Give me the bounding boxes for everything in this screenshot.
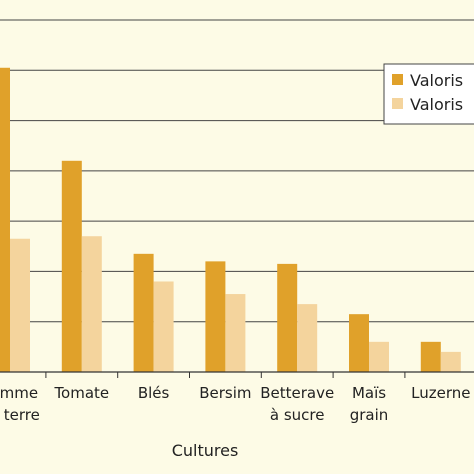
x-tick-label-line: grain <box>350 406 389 424</box>
x-tick-label-line: Pomme <box>0 384 38 402</box>
legend-swatch-series-1 <box>392 74 403 85</box>
legend-label-series-1: Valoris <box>410 71 463 90</box>
x-tick-label-line: à sucre <box>270 406 325 424</box>
bars <box>0 67 461 373</box>
legend-swatch-series-2 <box>392 98 403 109</box>
bar-2-3 <box>153 281 174 372</box>
x-tick-label-line: Luzerne <box>411 384 470 402</box>
x-tick-label: Bersim <box>199 384 251 402</box>
x-tick-label: Blés <box>138 384 170 402</box>
x-tick-labels: Pomme de terre Tomate Blés Bersim Betterave à … <box>0 384 470 424</box>
bar-2-1 <box>10 238 30 372</box>
bar-2-2 <box>81 236 102 372</box>
x-axis-label: Cultures <box>172 441 239 460</box>
axes <box>0 371 474 378</box>
x-tick-label-line: de terre <box>0 406 40 424</box>
x-tick-label: Betterave à sucre <box>260 384 334 424</box>
bar-2-7 <box>440 351 461 372</box>
bar-1-2 <box>61 160 82 372</box>
x-tick-label: Tomate <box>53 384 109 402</box>
bar-1-5 <box>277 263 298 372</box>
bar-1-4 <box>205 261 226 372</box>
bar-1-1 <box>0 67 10 373</box>
x-tick-label-line: Tomate <box>53 384 109 402</box>
x-tick-label-line: Maïs <box>352 384 386 402</box>
bar-2-5 <box>297 304 318 372</box>
bar-1-6 <box>349 314 369 372</box>
bar-2-6 <box>369 341 389 372</box>
x-tick-label-line: Bersim <box>199 384 251 402</box>
x-tick-label-line: Betterave <box>260 384 334 402</box>
x-tick-label: Pomme de terre <box>0 384 40 424</box>
x-tick-label: Maïs grain <box>350 384 389 424</box>
bar-2-4 <box>225 294 246 372</box>
x-tick-label: Luzerne <box>411 384 470 402</box>
legend-label-series-2: Valoris <box>410 95 463 114</box>
x-tick-label-line: Blés <box>138 384 170 402</box>
bar-1-3 <box>133 253 154 372</box>
bar-1-7 <box>420 341 441 372</box>
legend: Valoris Valoris <box>383 63 474 125</box>
